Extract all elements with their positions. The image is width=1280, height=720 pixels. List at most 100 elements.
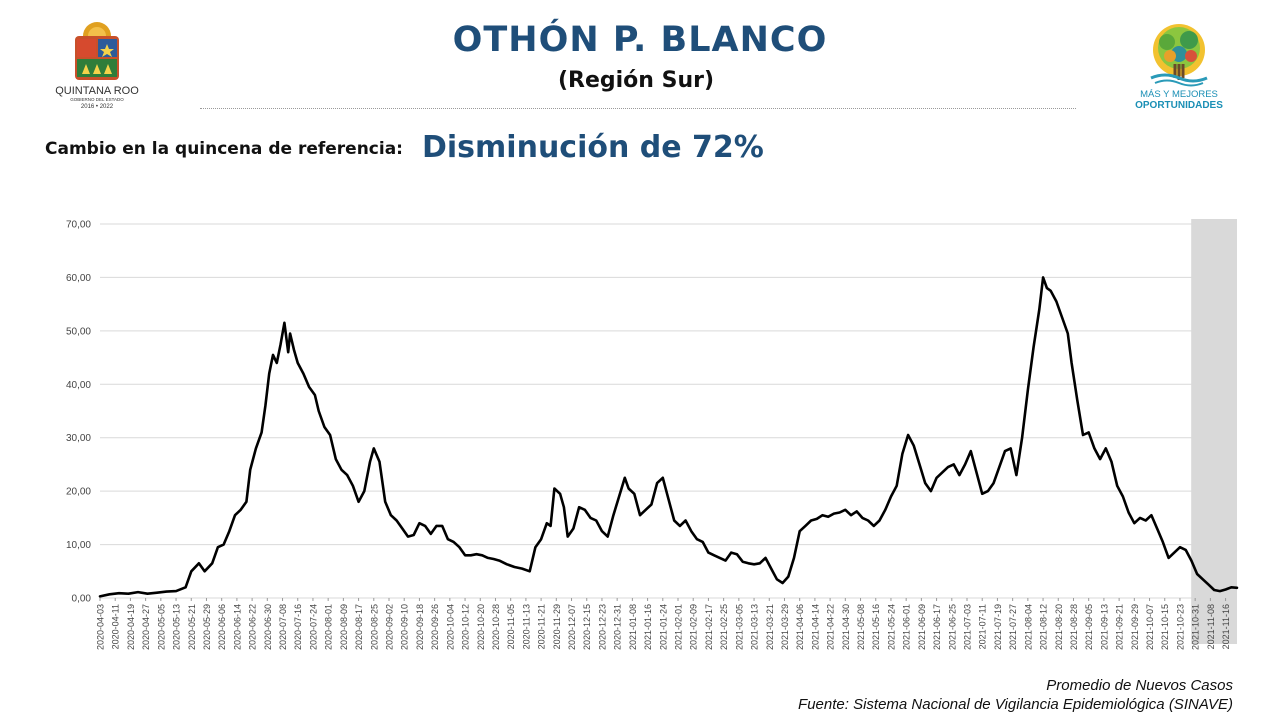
y-tick-label: 50,00 — [66, 326, 91, 337]
x-tick-label: 2021-03-13 — [750, 604, 760, 650]
logo-left-line1: QUINTANA ROO — [55, 85, 139, 97]
x-tick-label: 2020-04-03 — [96, 604, 106, 650]
x-tick-label: 2021-01-24 — [658, 604, 668, 650]
page-title: OTHÓN P. BLANCO — [452, 20, 828, 60]
x-tick-label: 2021-07-19 — [993, 604, 1003, 650]
x-tick-label: 2020-11-29 — [552, 604, 562, 649]
logo-left-line2: GOBIERNO DEL ESTADO — [70, 97, 124, 102]
y-tick-label: 70,00 — [66, 220, 91, 231]
x-tick-label: 2020-06-22 — [248, 604, 258, 650]
series-line — [98, 276, 1239, 598]
x-tick-label: 2021-02-09 — [689, 604, 699, 650]
x-tick-label: 2020-04-19 — [126, 604, 136, 650]
x-tick-label: 2021-09-05 — [1084, 604, 1094, 650]
y-tick-label: 30,00 — [66, 433, 91, 444]
mas-y-mejores-oportunidades-logo: MÁS Y MEJORES OPORTUNIDADES — [1135, 24, 1223, 111]
x-tick-label: 2021-02-25 — [719, 604, 729, 650]
x-tick-label: 2021-09-29 — [1130, 604, 1140, 650]
x-tick-label: 2021-04-22 — [826, 604, 836, 650]
x-tick-label: 2021-03-05 — [734, 604, 744, 650]
x-tick-label: 2020-12-31 — [613, 604, 623, 650]
x-tick-label: 2020-05-21 — [187, 604, 197, 650]
x-tick-label: 2020-04-27 — [141, 604, 151, 650]
x-tick-label: 2020-08-17 — [354, 604, 364, 650]
y-tick-label: 0,00 — [72, 594, 92, 605]
x-tick-label: 2020-07-16 — [293, 604, 303, 650]
x-tick-label: 2021-04-06 — [795, 604, 805, 650]
x-tick-label: 2021-08-12 — [1039, 604, 1049, 650]
x-tick-label: 2021-03-21 — [765, 604, 775, 650]
page-subtitle: (Región Sur) — [557, 68, 715, 93]
x-tick-label: 2021-10-31 — [1191, 604, 1201, 650]
x-tick-label: 2021-06-25 — [947, 604, 957, 650]
x-tick-label: 2021-06-09 — [917, 604, 927, 650]
logo-right-line1: MÁS Y MEJORES — [1140, 89, 1218, 100]
x-tick-label: 2020-12-23 — [597, 604, 607, 650]
x-tick-label: 2020-04-11 — [111, 604, 121, 649]
tree-icon — [1150, 24, 1208, 87]
logo-right-line2: OPORTUNIDADES — [1135, 100, 1223, 111]
x-tick-label: 2021-11-16 — [1221, 604, 1231, 649]
x-tick-label: 2020-05-13 — [172, 604, 182, 650]
x-tick-label: 2020-11-05 — [506, 604, 516, 649]
x-tick-label: 2020-05-29 — [202, 604, 212, 650]
coat-of-arms-icon — [75, 22, 119, 80]
x-tick-label: 2021-08-20 — [1054, 604, 1064, 650]
x-tick-label: 2020-08-01 — [324, 604, 334, 650]
x-tick-label: 2021-06-01 — [902, 604, 912, 650]
x-tick-label: 2021-05-24 — [886, 604, 896, 650]
x-tick-label: 2021-02-17 — [704, 604, 714, 650]
x-tick-label: 2021-01-08 — [628, 604, 638, 650]
x-tick-label: 2020-10-20 — [476, 604, 486, 650]
x-tick-label: 2021-06-17 — [932, 604, 942, 650]
x-tick-label: 2020-07-08 — [278, 604, 288, 650]
x-tick-label: 2021-04-30 — [841, 604, 851, 650]
x-tick-label: 2020-06-30 — [263, 604, 273, 650]
x-tick-label: 2020-11-21 — [537, 604, 547, 649]
x-tick-label: 2020-06-14 — [232, 604, 242, 650]
x-tick-label: 2021-08-04 — [1023, 604, 1033, 650]
x-tick-label: 2021-02-01 — [674, 604, 684, 650]
y-tick-label: 10,00 — [66, 540, 91, 551]
x-tick-label: 2020-12-15 — [582, 604, 592, 650]
x-tick-label: 2020-10-28 — [491, 604, 501, 650]
x-tick-label: 2021-08-28 — [1069, 604, 1079, 650]
x-tick-label: 2020-09-18 — [415, 604, 425, 650]
x-tick-label: 2020-05-05 — [156, 604, 166, 650]
x-tick-label: 2021-07-03 — [963, 604, 973, 650]
x-tick-label: 2021-09-21 — [1115, 604, 1125, 650]
change-value: Disminución de 72% — [422, 130, 764, 165]
x-tick-label: 2020-06-06 — [217, 604, 227, 650]
y-tick-label: 60,00 — [66, 273, 91, 284]
x-tick-label: 2021-10-15 — [1160, 604, 1170, 650]
x-tick-label: 2020-10-12 — [461, 604, 471, 650]
reference-period-label: Cambio en la quincena de referencia: — [45, 139, 403, 159]
reference-period-shade — [1191, 219, 1237, 644]
x-tick-label: 2021-10-23 — [1175, 604, 1185, 650]
logo-left-line3: 2016 • 2022 — [81, 104, 114, 110]
chart-caption: Promedio de Nuevos Casos — [1046, 677, 1233, 694]
x-tick-label: 2020-11-13 — [521, 604, 531, 649]
quintana-roo-logo: QUINTANA ROO GOBIERNO DEL ESTADO 2016 • … — [55, 22, 139, 110]
x-tick-label: 2021-04-14 — [810, 604, 820, 650]
x-tick-label: 2020-09-10 — [400, 604, 410, 650]
x-tick-label: 2020-08-25 — [369, 604, 379, 650]
y-tick-label: 20,00 — [66, 487, 91, 498]
x-tick-label: 2021-10-07 — [1145, 604, 1155, 650]
x-tick-label: 2021-07-27 — [1008, 604, 1018, 650]
x-tick-label: 2020-07-24 — [308, 604, 318, 650]
x-tick-label: 2021-07-11 — [978, 604, 988, 649]
x-tick-label: 2020-09-02 — [385, 604, 395, 650]
source-note: Fuente: Sistema Nacional de Vigilancia E… — [798, 696, 1233, 713]
x-tick-label: 2021-11-08 — [1206, 604, 1216, 649]
x-tick-label: 2021-09-13 — [1099, 604, 1109, 650]
x-tick-label: 2020-09-26 — [430, 604, 440, 650]
x-tick-label: 2020-12-07 — [567, 604, 577, 650]
x-tick-label: 2021-05-16 — [871, 604, 881, 650]
x-tick-label: 2021-05-08 — [856, 604, 866, 650]
x-tick-label: 2021-01-16 — [643, 604, 653, 650]
y-tick-label: 40,00 — [66, 380, 91, 391]
x-tick-label: 2020-10-04 — [445, 604, 455, 650]
x-tick-label: 2021-03-29 — [780, 604, 790, 650]
